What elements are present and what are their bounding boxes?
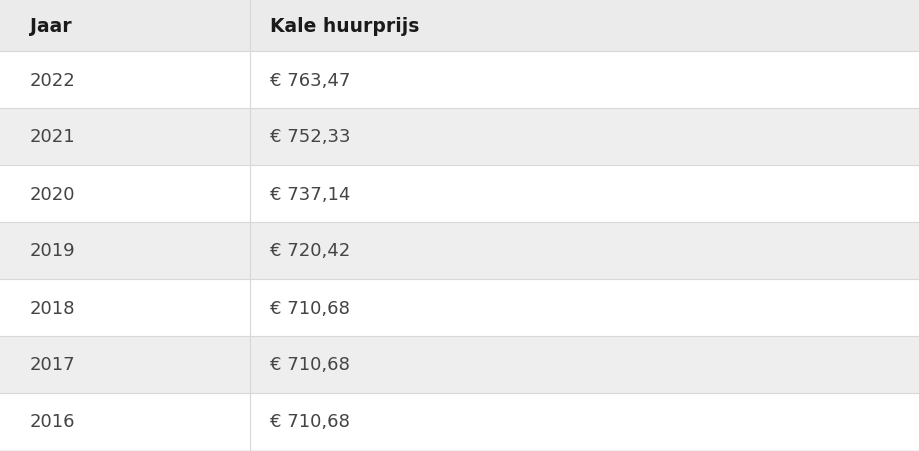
Text: 2020: 2020	[30, 185, 75, 203]
Text: € 763,47: € 763,47	[269, 71, 350, 89]
Text: € 710,68: € 710,68	[269, 413, 349, 431]
Text: € 710,68: € 710,68	[269, 356, 349, 374]
Bar	[0, 109, 919, 166]
Text: € 752,33: € 752,33	[269, 128, 350, 146]
Text: 2022: 2022	[30, 71, 75, 89]
Text: 2019: 2019	[30, 242, 75, 260]
Text: 2018: 2018	[30, 299, 75, 317]
Text: € 710,68: € 710,68	[269, 299, 349, 317]
Text: Jaar: Jaar	[30, 17, 72, 36]
Bar	[0, 336, 919, 393]
Text: Kale huurprijs: Kale huurprijs	[269, 17, 419, 36]
Text: € 720,42: € 720,42	[269, 242, 350, 260]
Bar	[0, 166, 919, 222]
Bar	[0, 222, 919, 279]
Text: 2021: 2021	[30, 128, 75, 146]
Text: 2016: 2016	[30, 413, 75, 431]
Bar	[0, 52, 919, 109]
Bar	[0, 279, 919, 336]
Text: € 737,14: € 737,14	[269, 185, 350, 203]
Text: 2017: 2017	[30, 356, 75, 374]
Bar	[0, 393, 919, 450]
Bar	[0, 0, 919, 52]
